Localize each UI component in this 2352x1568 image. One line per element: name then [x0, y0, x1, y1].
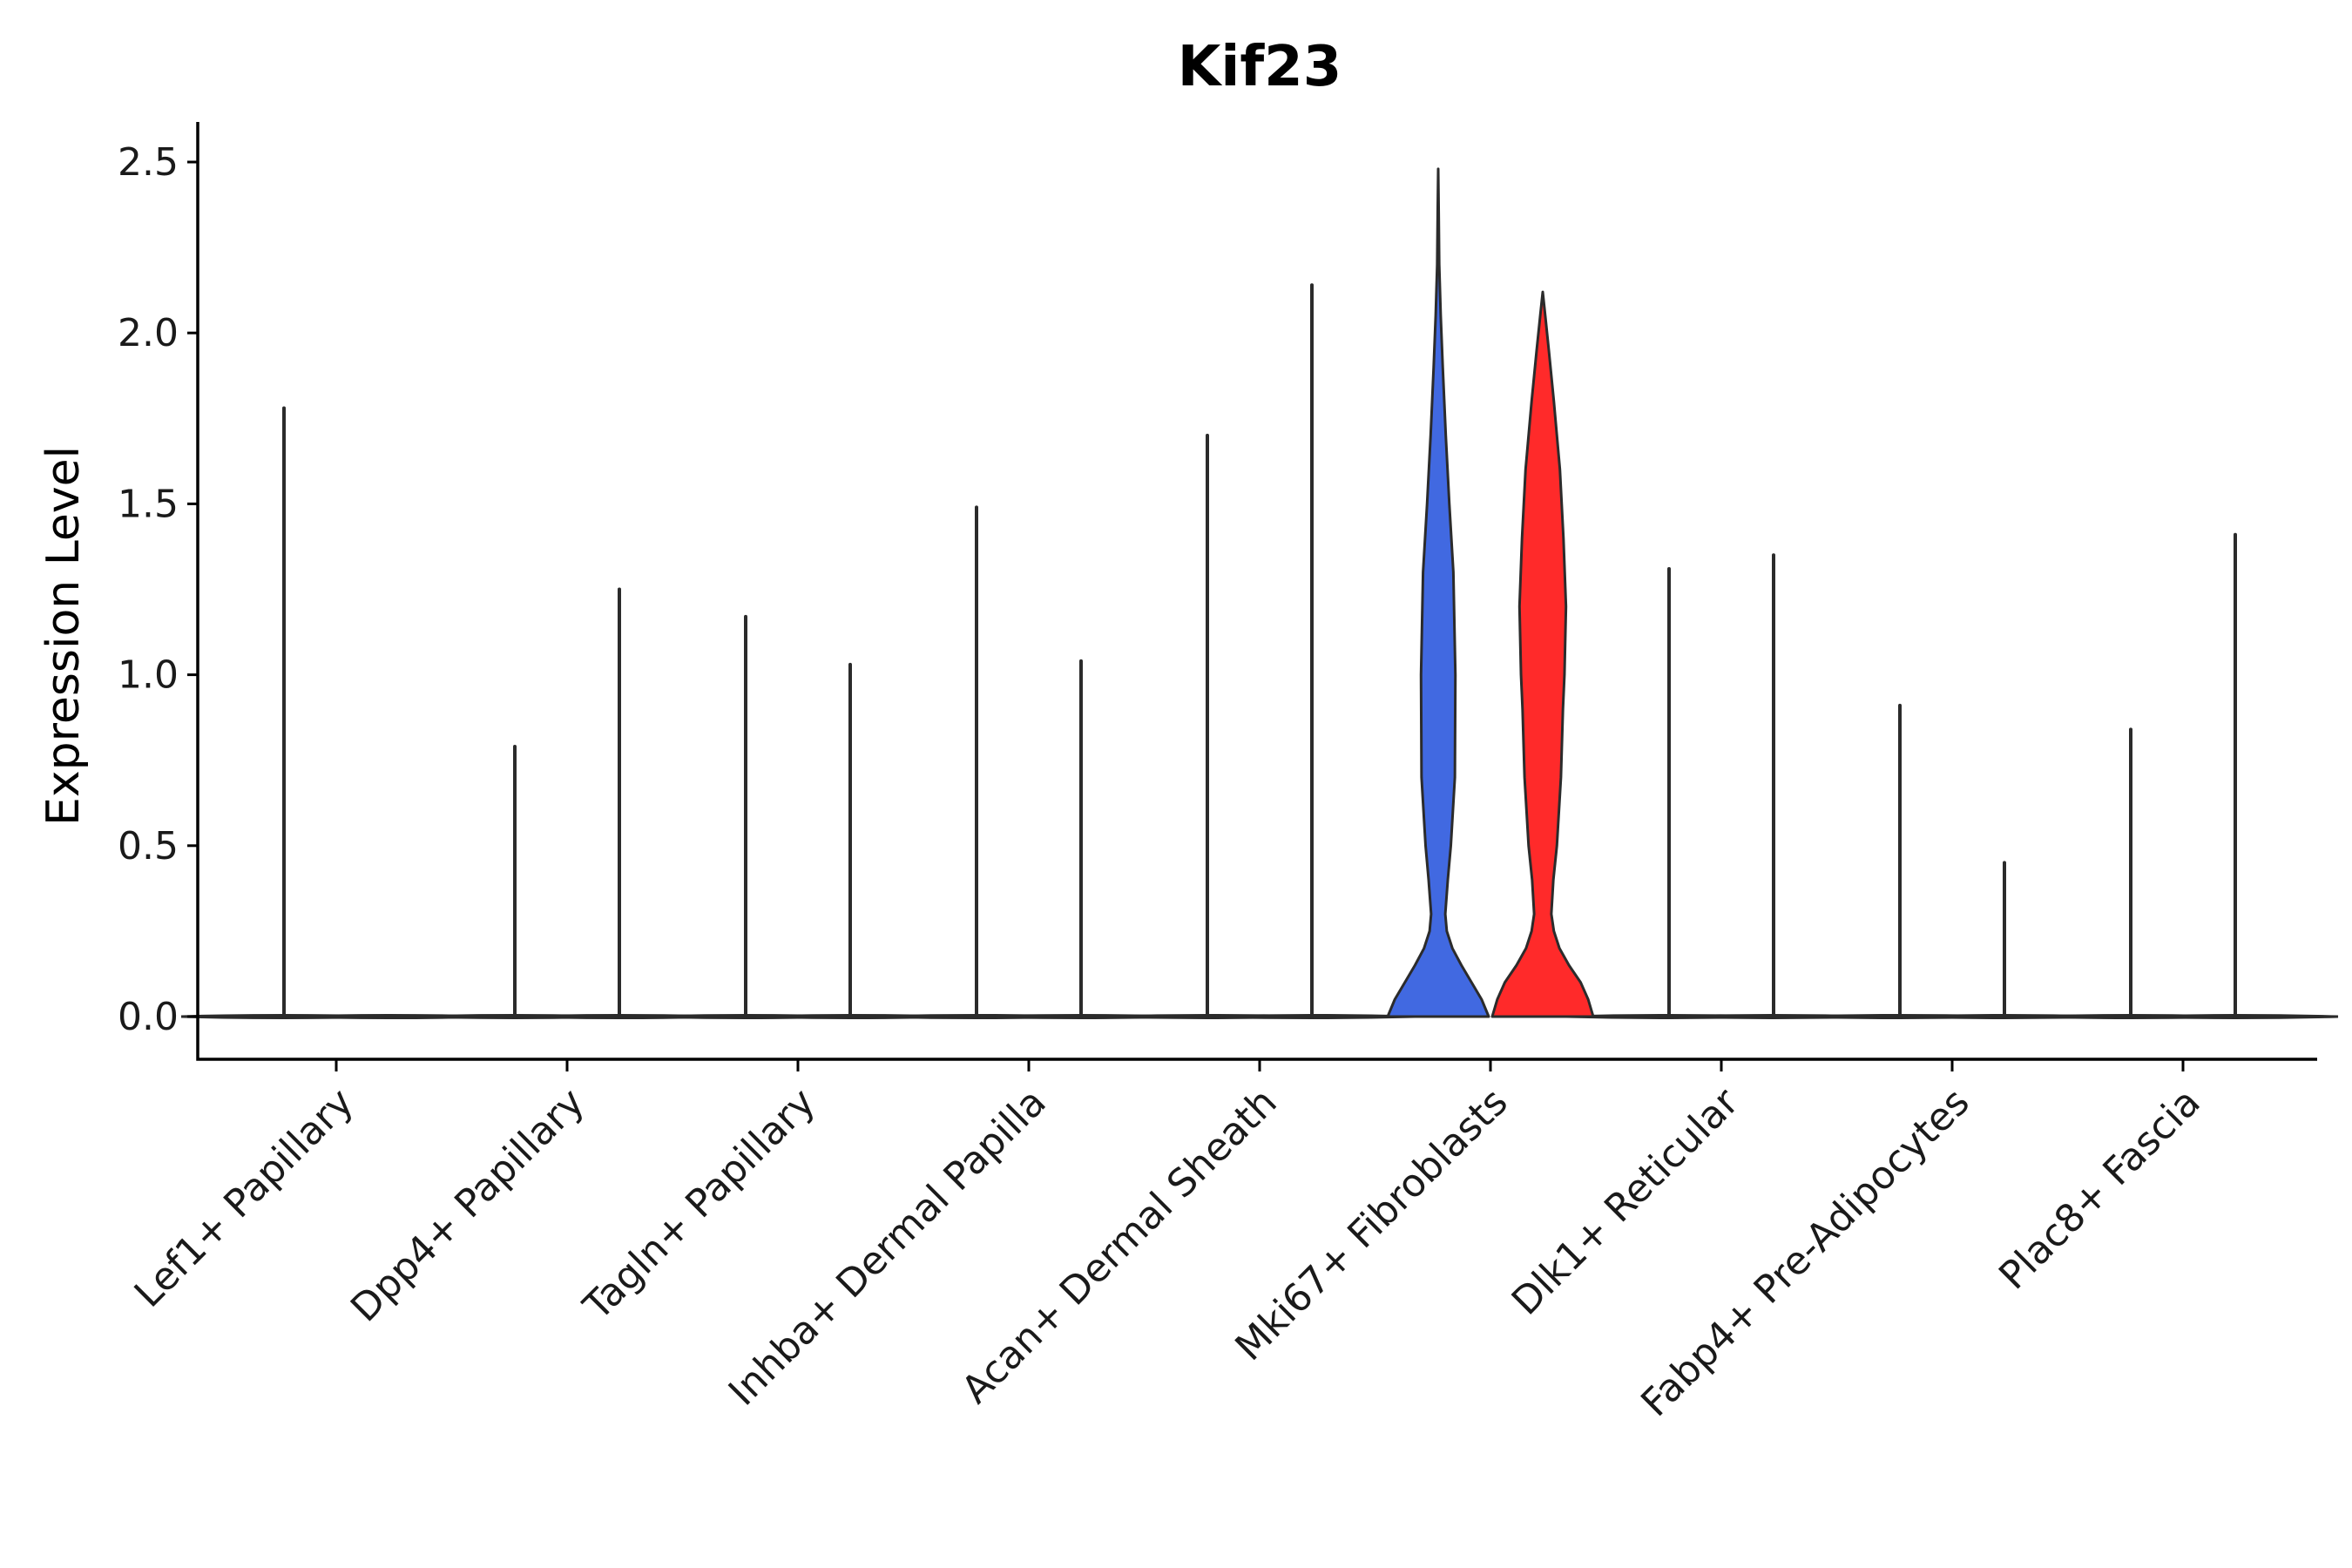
- violin-mki67-group1: [1386, 167, 1490, 1018]
- axes-frame: [196, 122, 2317, 1061]
- y-axis: 0.0 0.5 1.0 1.5 2.0 2.5: [118, 122, 2317, 1061]
- x-tick-label: Tagln+ Papillary: [575, 1080, 824, 1329]
- x-tick-label: Lef1+ Papillary: [126, 1080, 362, 1316]
- chart-title: Kif23: [1178, 35, 1342, 99]
- y-tick-label: 0.5: [118, 824, 179, 868]
- y-tick-label: 2.0: [118, 311, 179, 355]
- violin-base: [285, 1014, 492, 1019]
- x-tick-label: Plac8+ Fascia: [1990, 1080, 2209, 1299]
- y-tick-label: 0.0: [118, 995, 179, 1039]
- y-tick-label: 2.5: [118, 140, 179, 185]
- violin-mki67-group2: [1490, 290, 1595, 1018]
- x-tick-label: Dlk1+ Reticular: [1504, 1079, 1748, 1324]
- x-tick-label: Dpp4+ Papillary: [342, 1080, 593, 1331]
- y-tick-label: 1.0: [118, 653, 179, 698]
- y-axis-label: Expression Level: [37, 446, 90, 826]
- plot-area: [180, 167, 2339, 1019]
- y-tick-label: 1.5: [118, 482, 179, 526]
